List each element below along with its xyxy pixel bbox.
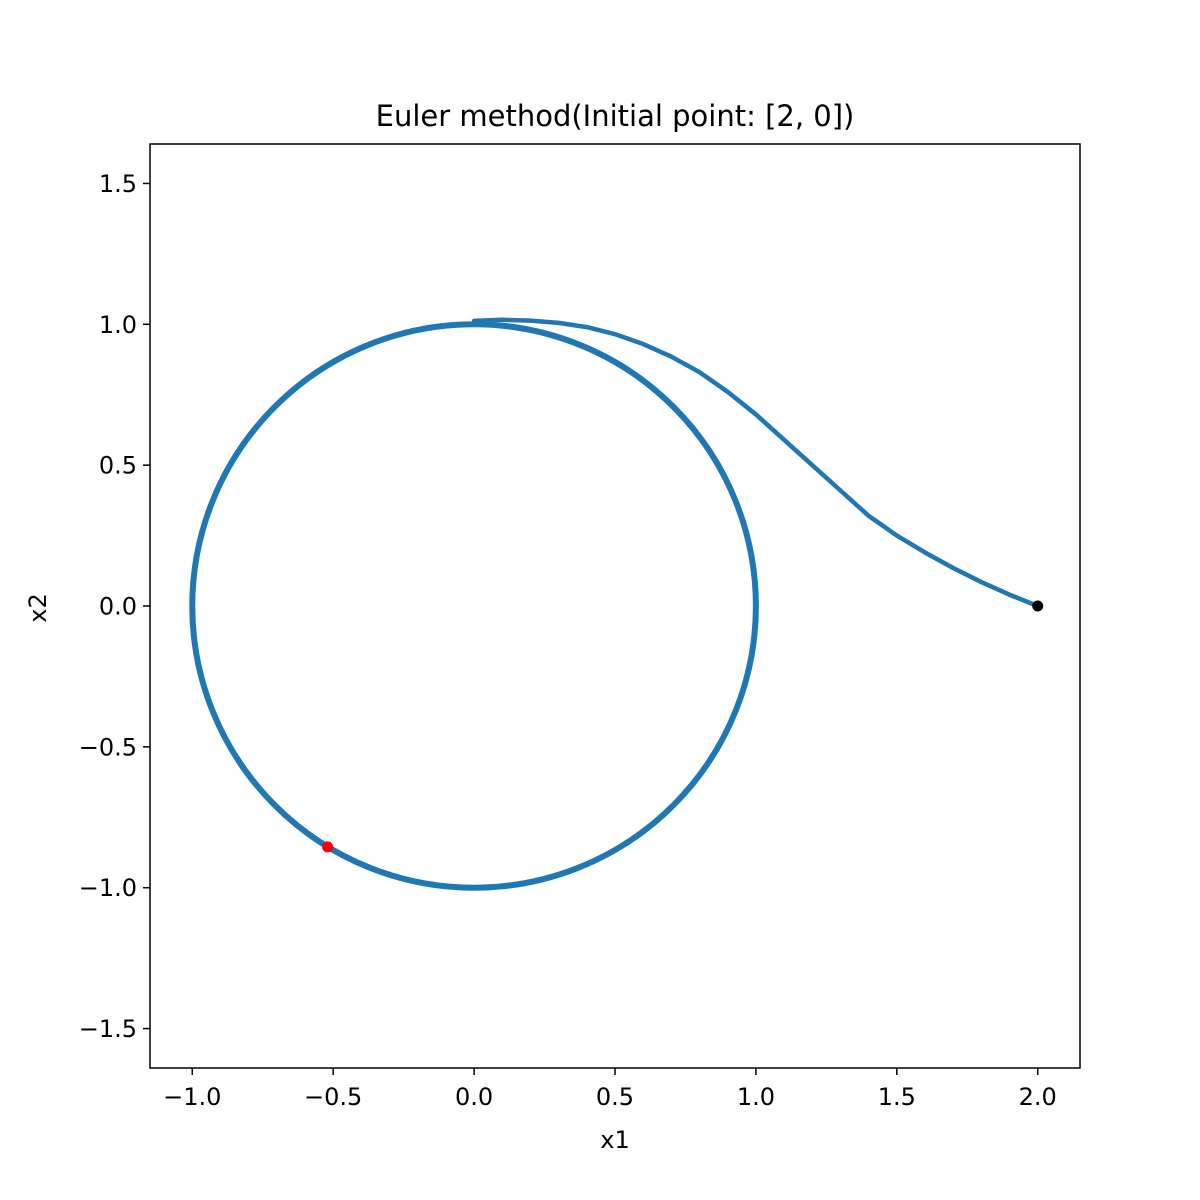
end-point-marker bbox=[322, 841, 334, 853]
y-axis-label: x2 bbox=[24, 593, 52, 622]
y-tick-label: 1.0 bbox=[99, 311, 137, 339]
x-tick-label: 2.0 bbox=[1019, 1083, 1057, 1111]
plot-area bbox=[150, 144, 1080, 1068]
x-tick-label: 1.0 bbox=[737, 1083, 775, 1111]
y-tick-label: 1.5 bbox=[99, 170, 137, 198]
x-axis-label: x1 bbox=[600, 1126, 629, 1154]
series-circle-line bbox=[189, 321, 759, 891]
x-tick-label: −1.0 bbox=[163, 1083, 221, 1111]
series-layer bbox=[189, 317, 1040, 891]
x-tick-label: 0.0 bbox=[455, 1083, 493, 1111]
y-tick-label: 0.5 bbox=[99, 452, 137, 480]
y-tick-label: −1.5 bbox=[79, 1015, 137, 1043]
y-tick-label: −1.0 bbox=[79, 874, 137, 902]
chart-title: Euler method(Initial point: [2, 0]) bbox=[376, 99, 855, 133]
y-tick-label: 0.0 bbox=[99, 593, 137, 621]
y-tick-label: −0.5 bbox=[79, 733, 137, 761]
y-ticks: −1.5 −1.0 −0.5 0.0 0.5 1.0 1.5 bbox=[79, 170, 150, 1043]
series-approach-line bbox=[471, 317, 1040, 609]
points-layer bbox=[322, 600, 1044, 853]
x-tick-label: 0.5 bbox=[596, 1083, 634, 1111]
start-point-marker bbox=[1032, 600, 1044, 612]
x-tick-label: 1.5 bbox=[878, 1083, 916, 1111]
x-tick-label: −0.5 bbox=[304, 1083, 362, 1111]
x-ticks: −1.0 −0.5 0.0 0.5 1.0 1.5 2.0 bbox=[163, 1068, 1057, 1111]
